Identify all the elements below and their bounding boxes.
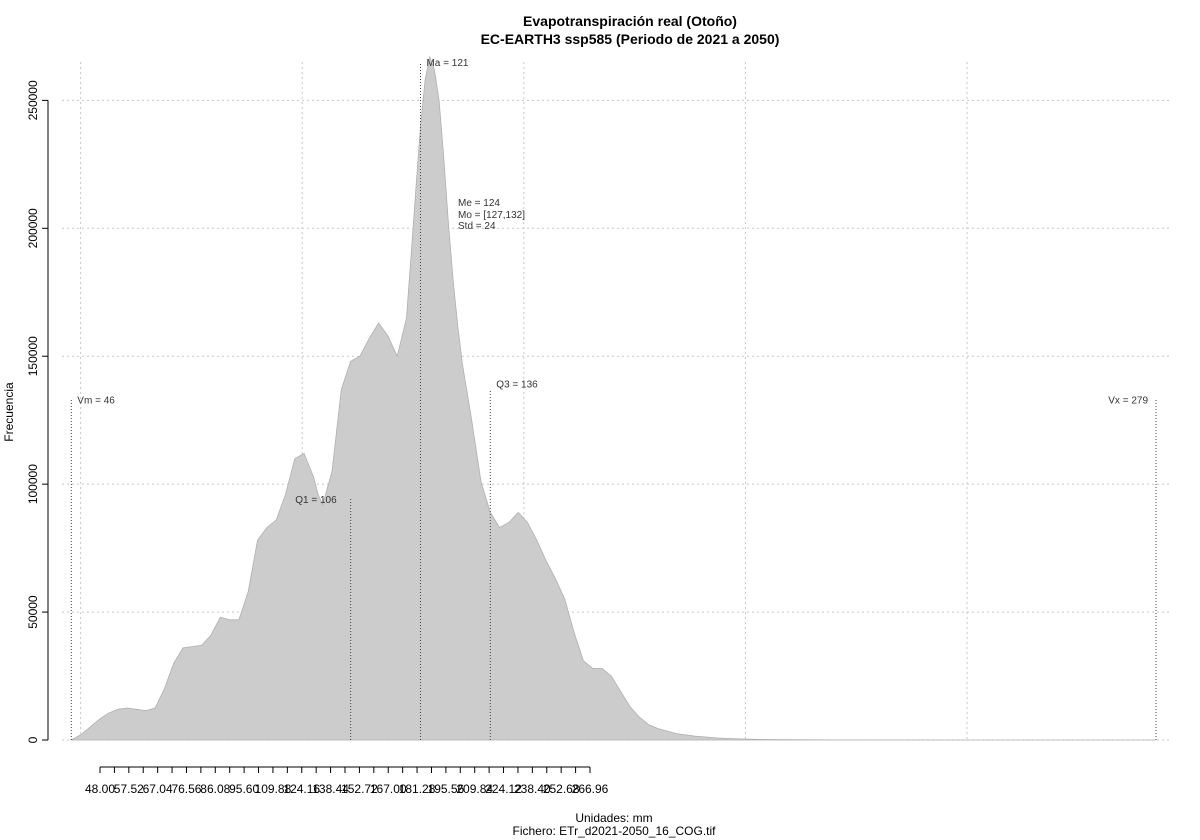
stat-std-label: Std = 24 [458, 221, 496, 232]
chart-subtitle: EC-EARTH3 ssp585 (Periodo de 2021 a 2050… [481, 31, 780, 47]
x-tick-label-9: 152.72 [341, 782, 378, 796]
y-axis-title: Frecuencia [2, 382, 16, 442]
x-axis: 48.0057.5267.0476.5686.0895.60109.88124.… [85, 766, 609, 796]
marker-label-0: Vm = 46 [77, 396, 115, 407]
density-area [71, 55, 1156, 741]
marker-label-1: Q1 = 106 [295, 495, 337, 506]
x-tick-label-6: 109.88 [255, 782, 292, 796]
x-tick-label-14: 224.12 [485, 782, 522, 796]
y-tick-label-1: 50000 [26, 595, 40, 629]
x-tick-label-2: 67.04 [143, 782, 173, 796]
x-tick-label-0: 48.00 [85, 782, 115, 796]
statistic-markers: Vm = 46 Q1 = 106 Ma = 121 Q3 = 136 Vx = 279 [70, 58, 1157, 740]
stats-text-block: Me = 124 Mo = [127,132] Std = 24 [458, 198, 525, 232]
y-tick-label-5: 250000 [26, 80, 40, 120]
y-tick-label-4: 200000 [26, 208, 40, 248]
x-tick-label-4: 86.08 [200, 782, 230, 796]
x-tick-label-16: 252.68 [543, 782, 580, 796]
x-tick-label-5: 95.60 [229, 782, 259, 796]
x-tick-label-7: 124.16 [283, 782, 320, 796]
y-tick-label-0: 0 [26, 736, 40, 743]
marker-label-2: Ma = 121 [426, 58, 468, 69]
x-tick-label-15: 238.40 [514, 782, 551, 796]
stat-median-label: Me = 124 [458, 198, 500, 209]
x-tick-label-13: 209.84 [456, 782, 493, 796]
x-tick-label-8: 138.44 [312, 782, 349, 796]
marker-label-4: Vx = 279 [1108, 396, 1148, 407]
x-tick-label-1: 57.52 [114, 782, 144, 796]
marker-label-3: Q3 = 136 [496, 379, 538, 390]
y-tick-label-2: 100000 [26, 464, 40, 504]
x-tick-label-11: 181.28 [399, 782, 436, 796]
stat-mode-label: Mo = [127,132] [458, 210, 525, 221]
y-axis: 0 50000 100000 150000 200000 250000 [26, 80, 49, 743]
chart-title: Evapotranspiración real (Otoño) [523, 13, 737, 29]
density-area-shape [71, 55, 1156, 741]
chart-caption: Fichero: ETr_d2021-2050_16_COG.tif [513, 824, 717, 838]
x-tick-label-17: 266.96 [572, 782, 609, 796]
x-tick-label-3: 76.56 [171, 782, 201, 796]
x-axis-title: Unidades: mm [575, 811, 652, 825]
y-tick-label-3: 150000 [26, 336, 40, 376]
x-tick-label-12: 195.56 [428, 782, 465, 796]
x-tick-label-10: 167.00 [370, 782, 407, 796]
